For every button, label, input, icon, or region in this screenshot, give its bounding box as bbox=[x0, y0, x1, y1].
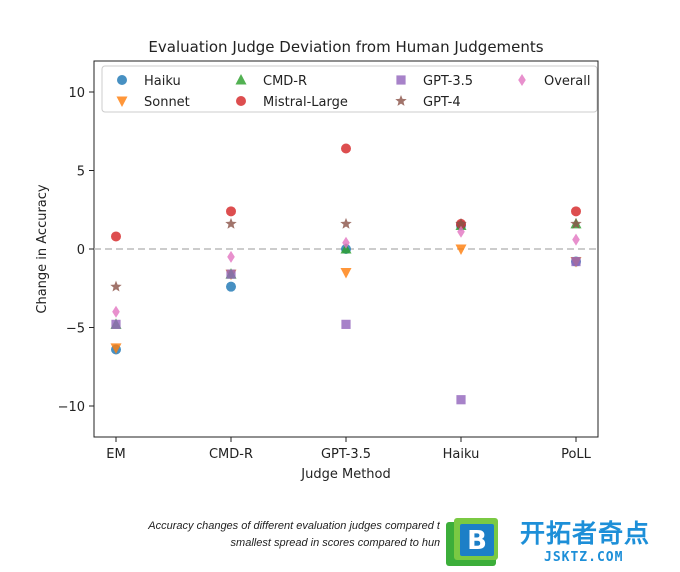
scatter-chart: Evaluation Judge Deviation from Human Ju… bbox=[35, 38, 599, 482]
legend-marker-gpt-3-5 bbox=[396, 75, 406, 85]
caption-line-2: smallest spread in scores compared to hu… bbox=[230, 537, 450, 549]
data-point-mistral-large bbox=[111, 231, 121, 242]
caption-line-1: Accuracy changes of different evaluation… bbox=[148, 520, 532, 532]
x-axis-label: Judge Method bbox=[300, 467, 390, 482]
y-tick-label: −5 bbox=[66, 322, 85, 337]
watermark: B 开拓者奇点 JSKTZ.COM bbox=[440, 512, 680, 572]
data-point-overall bbox=[457, 225, 465, 238]
data-point-mistral-large bbox=[571, 206, 581, 217]
legend-label-mistral-large: Mistral-Large bbox=[263, 95, 348, 110]
chart-title: Evaluation Judge Deviation from Human Ju… bbox=[148, 38, 543, 56]
data-point-gpt-4 bbox=[455, 217, 467, 229]
legend-label-sonnet: Sonnet bbox=[144, 95, 190, 110]
data-point-gpt-4 bbox=[570, 217, 582, 229]
data-point-gpt-3-5 bbox=[111, 319, 121, 329]
y-tick-label: −10 bbox=[58, 400, 85, 415]
x-tick-label: Haiku bbox=[443, 447, 480, 462]
watermark-logo: B bbox=[446, 518, 498, 566]
data-point-gpt-3-5 bbox=[456, 395, 466, 405]
x-tick-label: GPT-3.5 bbox=[321, 447, 371, 462]
legend-box bbox=[101, 65, 598, 113]
legend-label-gpt-4: GPT-4 bbox=[423, 95, 461, 110]
data-point-gpt-3-5 bbox=[226, 269, 236, 279]
legend-label-cmd-r: CMD-R bbox=[263, 74, 307, 89]
y-tick-label: 5 bbox=[77, 165, 85, 180]
legend-marker-cmd-r bbox=[235, 74, 247, 85]
figure-caption: Accuracy changes of different evaluation… bbox=[0, 518, 680, 552]
watermark-subtitle: JSKTZ.COM bbox=[544, 550, 624, 565]
data-point-sonnet bbox=[455, 244, 467, 255]
watermark-logo-letter: B bbox=[467, 526, 487, 556]
legend-label-haiku: Haiku bbox=[144, 74, 181, 89]
data-point-gpt-4 bbox=[340, 217, 352, 229]
data-point-gpt-3-5 bbox=[571, 256, 581, 267]
legend-marker-overall bbox=[518, 74, 526, 86]
data-point-gpt-4 bbox=[225, 217, 237, 229]
data-point-overall bbox=[572, 233, 580, 246]
data-point-overall bbox=[112, 305, 120, 318]
data-point-haiku bbox=[226, 281, 236, 292]
y-tick-label: 10 bbox=[68, 86, 85, 101]
legend-marker-haiku bbox=[117, 75, 127, 85]
legend-label-gpt-3-5: GPT-3.5 bbox=[423, 74, 473, 89]
y-axis-label: Change in Accuracy bbox=[35, 184, 50, 314]
data-point-mistral-large bbox=[341, 143, 351, 154]
data-point-overall bbox=[342, 236, 350, 249]
legend-marker-sonnet bbox=[116, 96, 128, 107]
data-point-sonnet bbox=[110, 343, 122, 354]
legend-marker-mistral-large bbox=[236, 96, 246, 106]
data-point-mistral-large bbox=[226, 206, 236, 217]
data-point-gpt-3-5 bbox=[341, 319, 351, 329]
legend-label-overall: Overall bbox=[544, 74, 590, 89]
y-tick-label: 0 bbox=[77, 243, 85, 258]
x-tick-label: PoLL bbox=[561, 447, 592, 462]
data-point-overall bbox=[227, 250, 235, 263]
legend: Haiku Sonnet CMD-R Mistral-Large GPT-3.5 GPT-… bbox=[101, 65, 598, 113]
x-tick-label: EM bbox=[106, 447, 125, 462]
data-point-gpt-4 bbox=[110, 280, 122, 292]
data-point-sonnet bbox=[340, 268, 352, 279]
watermark-title: 开拓者奇点 bbox=[520, 519, 651, 548]
x-tick-label: CMD-R bbox=[209, 447, 253, 462]
legend-marker-gpt-4 bbox=[395, 95, 407, 106]
